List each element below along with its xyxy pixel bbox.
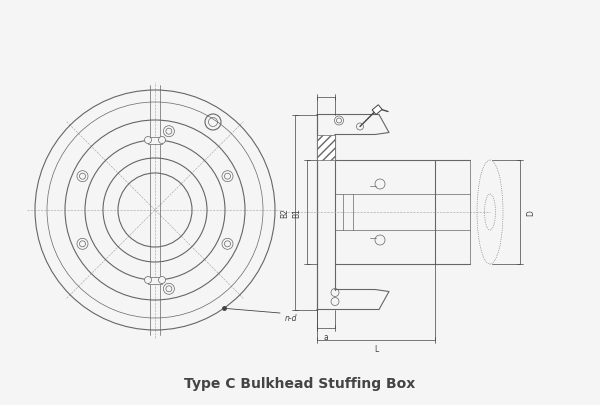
- Text: B1: B1: [292, 207, 301, 217]
- Ellipse shape: [158, 137, 166, 144]
- Text: L: L: [374, 345, 378, 354]
- Bar: [372, 105, 382, 115]
- Text: a: a: [323, 333, 328, 342]
- Ellipse shape: [145, 277, 152, 284]
- Text: D: D: [526, 209, 535, 215]
- Ellipse shape: [145, 137, 152, 144]
- Ellipse shape: [158, 277, 166, 284]
- Bar: [317, 135, 335, 161]
- Text: n-d: n-d: [285, 314, 298, 323]
- Bar: [148, 137, 162, 144]
- Text: Type C Bulkhead Stuffing Box: Type C Bulkhead Stuffing Box: [184, 376, 416, 390]
- Bar: [148, 277, 162, 284]
- Text: B2: B2: [280, 207, 289, 217]
